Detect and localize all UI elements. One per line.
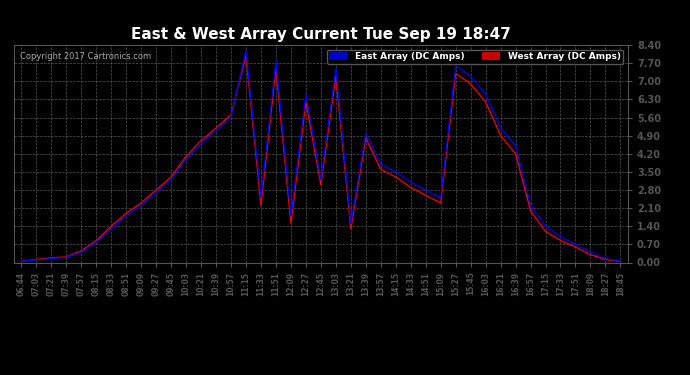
Title: East & West Array Current Tue Sep 19 18:47: East & West Array Current Tue Sep 19 18:…: [131, 27, 511, 42]
Text: Copyright 2017 Cartronics.com: Copyright 2017 Cartronics.com: [20, 51, 151, 60]
Legend: East Array (DC Amps), West Array (DC Amps): East Array (DC Amps), West Array (DC Amp…: [327, 50, 623, 64]
